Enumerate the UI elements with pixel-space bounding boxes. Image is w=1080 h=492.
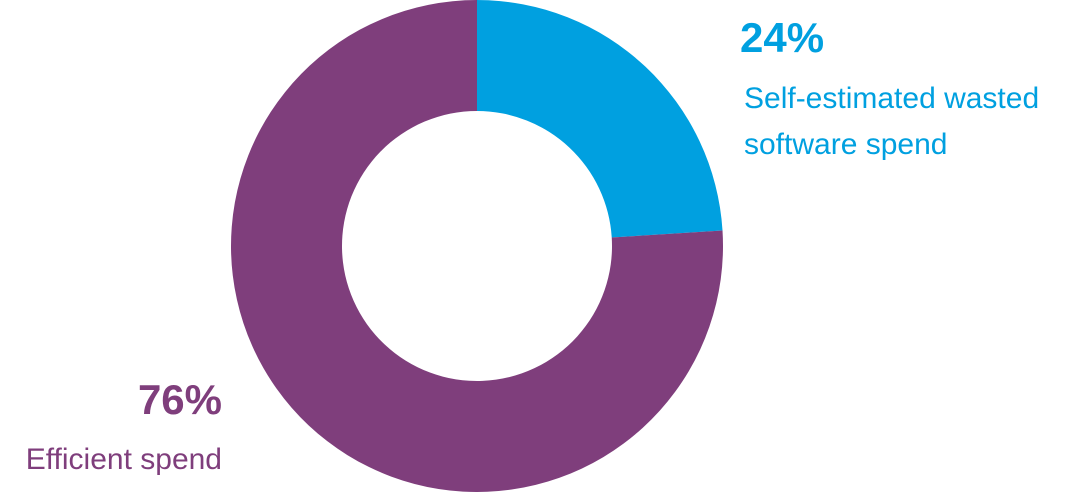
donut-segment	[477, 0, 723, 238]
category-label: Self-estimated wasted software spend	[744, 82, 1040, 161]
value-label: 76%	[137, 376, 222, 423]
donut-segment	[230, 0, 724, 492]
category-label: Efficient spend	[25, 443, 222, 476]
value-label: 24%	[740, 14, 825, 61]
